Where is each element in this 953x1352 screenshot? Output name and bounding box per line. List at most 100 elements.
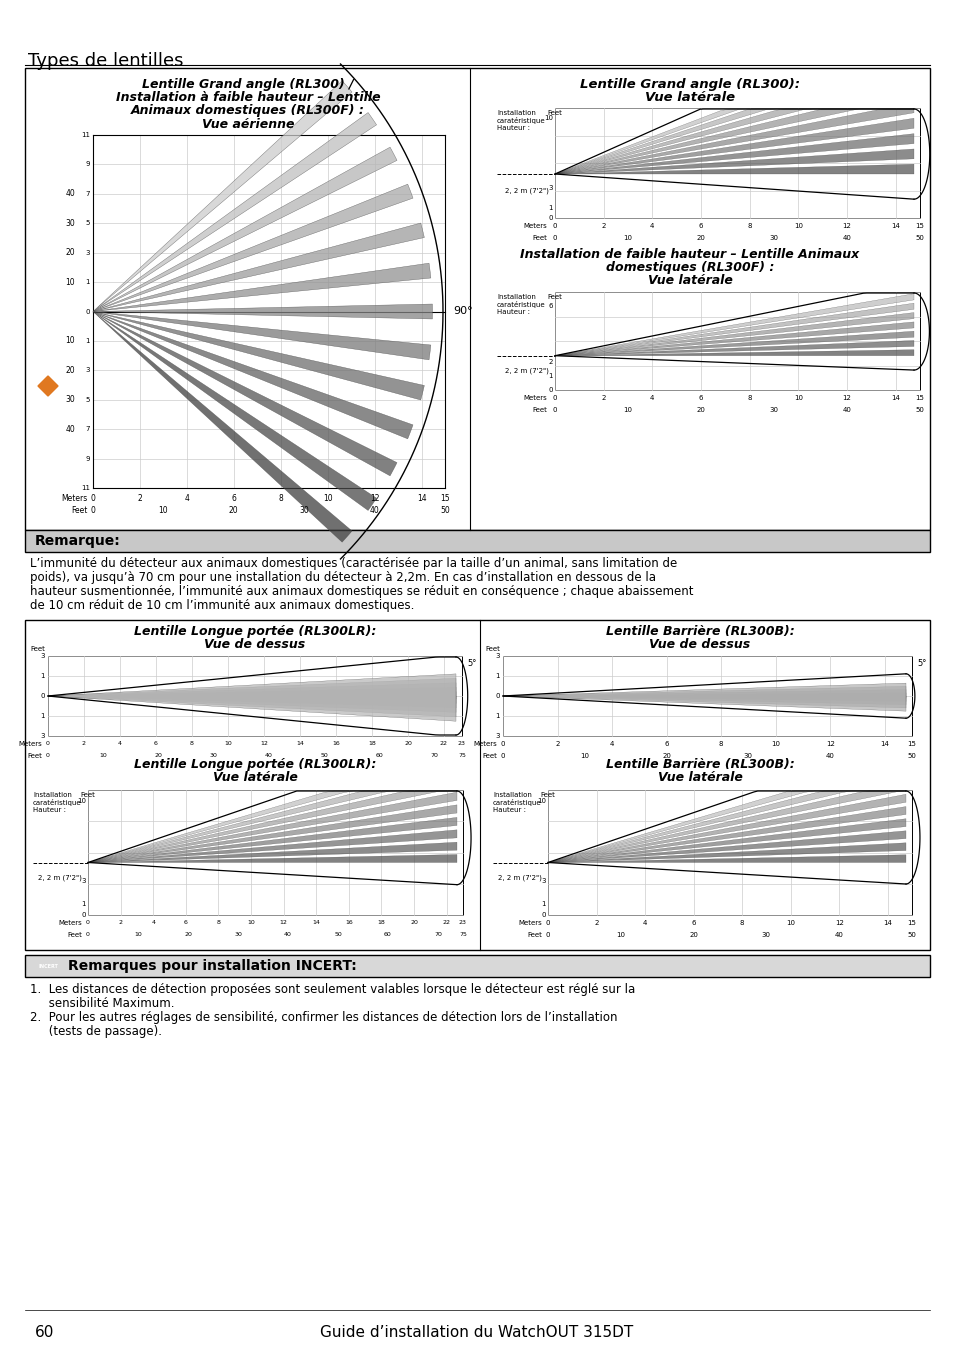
Text: 10: 10 [99,753,107,758]
Text: 30: 30 [210,753,217,758]
Polygon shape [555,341,913,356]
Text: 30: 30 [769,407,778,412]
Text: 30: 30 [761,932,770,938]
Polygon shape [88,854,456,863]
Text: 0: 0 [81,913,86,918]
Text: 50: 50 [915,407,923,412]
Text: 6: 6 [691,919,695,926]
Polygon shape [555,350,913,356]
Polygon shape [88,818,456,863]
Text: Feet: Feet [532,235,546,241]
Polygon shape [48,687,456,708]
Text: 40: 40 [265,753,273,758]
Text: 3: 3 [495,653,499,658]
Text: 2: 2 [82,741,86,746]
Text: 12: 12 [260,741,268,746]
Polygon shape [92,311,424,400]
Text: 60: 60 [35,1325,54,1340]
Text: hauteur susmentionnée, l’immunité aux animaux domestiques se réduit en conséquen: hauteur susmentionnée, l’immunité aux an… [30,585,693,598]
Polygon shape [555,322,913,356]
Text: 4: 4 [118,741,122,746]
Text: 0: 0 [86,919,90,925]
Bar [88,790,462,915]
Text: 20: 20 [404,741,412,746]
Bar [25,621,929,950]
Polygon shape [555,293,913,356]
Text: 10: 10 [770,741,780,748]
Text: Vue latérale: Vue latérale [647,274,732,287]
Polygon shape [555,303,913,356]
Text: 10: 10 [322,493,333,503]
Text: 8: 8 [278,493,283,503]
Bar [502,656,911,735]
Text: 50: 50 [915,235,923,241]
Text: 10: 10 [247,919,254,925]
Text: 6: 6 [232,493,236,503]
Text: Installation
caratéristique
Hauteur :: Installation caratéristique Hauteur : [497,110,545,131]
Text: 1: 1 [548,373,553,379]
Text: 1: 1 [495,673,499,679]
Text: Feet: Feet [481,753,497,758]
Text: 12: 12 [825,741,834,748]
Text: 10: 10 [579,753,589,758]
Text: 4: 4 [609,741,614,748]
Text: 4: 4 [184,493,189,503]
Text: 0: 0 [495,694,499,699]
Text: 8: 8 [746,395,751,402]
Text: 0: 0 [552,223,557,228]
Text: 1: 1 [495,713,499,719]
Text: 5: 5 [86,220,90,226]
Polygon shape [92,112,376,311]
Text: 20: 20 [229,506,238,515]
Text: 40: 40 [834,932,842,938]
Text: 3: 3 [548,185,553,191]
Polygon shape [547,794,905,863]
Text: 10: 10 [793,223,802,228]
Text: 30: 30 [743,753,752,758]
Polygon shape [555,312,913,356]
Text: 0: 0 [86,308,90,315]
Text: 12: 12 [279,919,287,925]
Bar [547,790,911,915]
Text: Lentille Longue portée (RL300LR):: Lentille Longue portée (RL300LR): [133,758,375,771]
Text: Feet: Feet [546,293,561,300]
Text: 4: 4 [649,395,654,402]
Text: Vue latérale: Vue latérale [644,91,735,104]
Text: 18: 18 [368,741,375,746]
Text: 10: 10 [224,741,232,746]
Text: 20: 20 [688,932,698,938]
Text: Feet: Feet [71,506,88,515]
Text: 11: 11 [81,132,90,138]
Text: Feet: Feet [30,646,45,652]
Text: 30: 30 [299,506,309,515]
Text: 1: 1 [86,279,90,285]
Text: 30: 30 [65,219,75,227]
Text: 12: 12 [370,493,379,503]
Text: 23: 23 [457,741,465,746]
Polygon shape [38,376,58,396]
Text: 1.  Les distances de détection proposées sont seulement valables lorsque le déte: 1. Les distances de détection proposées … [30,983,635,996]
Polygon shape [48,679,456,717]
Text: 9: 9 [86,161,90,168]
Text: 20: 20 [154,753,162,758]
Text: 2: 2 [555,741,559,748]
Text: Feet: Feet [67,932,82,938]
Text: poids), va jusqu’à 70 cm pour une installation du détecteur à 2,2m. En cas d’ins: poids), va jusqu’à 70 cm pour une instal… [30,571,656,584]
Text: 4: 4 [649,223,654,228]
Text: 8: 8 [740,919,743,926]
Text: 2, 2 m (7'2"): 2, 2 m (7'2") [504,187,548,193]
Text: Feet: Feet [532,407,546,412]
Text: 3: 3 [40,733,45,740]
Text: 60: 60 [375,753,383,758]
Text: Remarque:: Remarque: [35,534,121,548]
Text: Feet: Feet [27,753,42,758]
Text: Meters: Meters [522,223,546,228]
Polygon shape [547,791,905,863]
Text: 75: 75 [457,753,465,758]
Text: Meters: Meters [58,919,82,926]
Text: 30: 30 [769,235,778,241]
Text: sensibilité Maximum.: sensibilité Maximum. [30,996,174,1010]
Text: 0: 0 [86,932,90,937]
Bar [48,656,461,735]
Text: 1: 1 [541,900,545,907]
